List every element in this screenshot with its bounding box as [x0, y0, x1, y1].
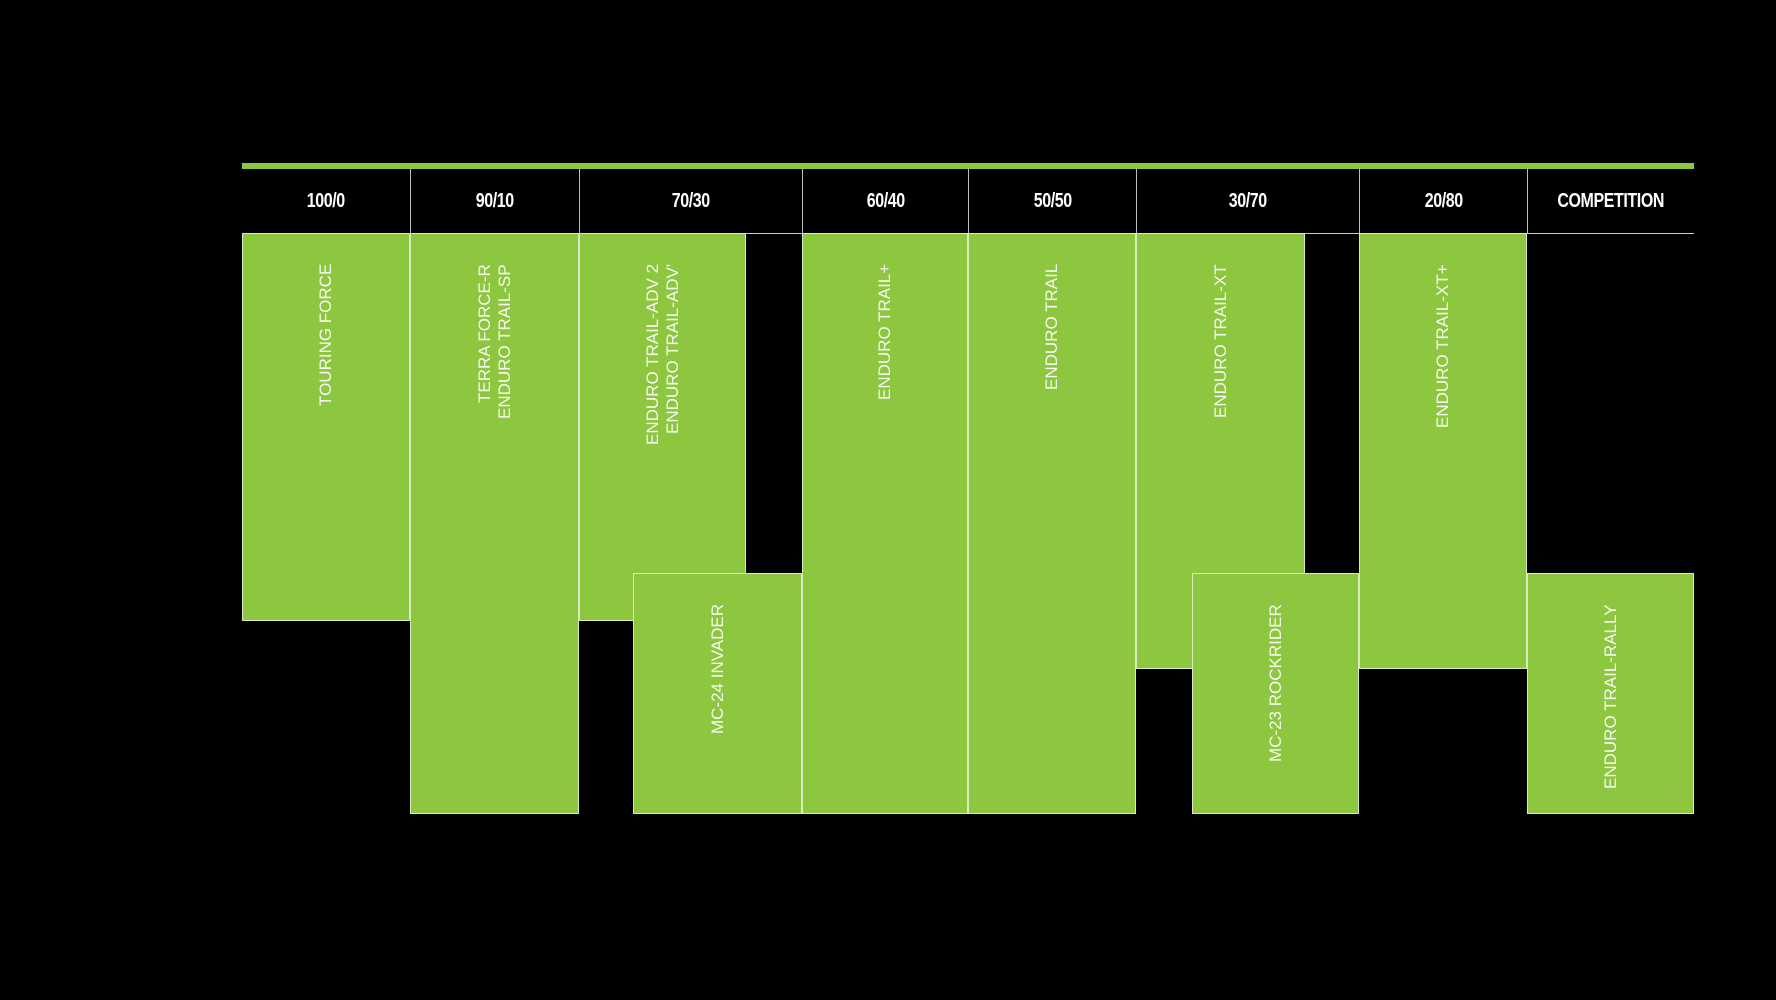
tire-name: MC-24 INVADER — [707, 604, 727, 735]
tire-name: ENDURO TRAIL-ADV 2 ENDURO TRAIL-ADV' — [642, 264, 682, 446]
column-header-label: 100/0 — [306, 189, 346, 212]
tire-name: TERRA FORCE-R ENDURO TRAIL-SP — [474, 264, 514, 419]
column-header-label: COMPETITION — [1557, 189, 1665, 212]
tire-name: ENDURO TRAIL-RALLY — [1600, 604, 1620, 789]
tire-block: ENDURO TRAIL-XT+ — [1359, 233, 1527, 669]
tire-name: TOURING FORCE — [316, 264, 335, 407]
tire-name: ENDURO TRAIL+ — [875, 264, 894, 401]
header-divider — [1527, 233, 1694, 234]
tire-name: ENDURO TRAIL — [1042, 264, 1061, 391]
column-header: 60/40 — [802, 169, 968, 233]
tire-block: ENDURO TRAIL-ADV 2 ENDURO TRAIL-ADV' — [579, 233, 746, 621]
column-header-label: 60/40 — [866, 189, 905, 212]
column-header-label: 30/70 — [1228, 189, 1268, 212]
column-header: 100/0 — [242, 169, 410, 233]
column-header: 50/50 — [968, 169, 1136, 233]
header-divider — [746, 233, 802, 234]
header-divider — [1305, 233, 1359, 234]
column-header-label: 70/30 — [671, 189, 711, 212]
tire-block: MC-24 INVADER — [633, 573, 802, 814]
column-header-label: 90/10 — [475, 189, 515, 212]
tire-name: ENDURO TRAIL-XT+ — [1433, 264, 1452, 428]
column-header: COMPETITION — [1527, 169, 1694, 233]
column-header: 20/80 — [1359, 169, 1527, 233]
column-header-label: 20/80 — [1424, 189, 1463, 212]
tire-block: MC-23 ROCKRIDER — [1192, 573, 1359, 814]
column-header: 90/10 — [410, 169, 579, 233]
tire-block: ENDURO TRAIL-RALLY — [1527, 573, 1694, 814]
tire-block: ENDURO TRAIL+ — [802, 233, 968, 814]
tire-block: TOURING FORCE — [242, 233, 410, 621]
tire-block: ENDURO TRAIL — [968, 233, 1136, 814]
column-header-label: 50/50 — [1033, 189, 1072, 212]
tire-block: TERRA FORCE-R ENDURO TRAIL-SP — [410, 233, 579, 814]
top-accent-line — [242, 163, 1694, 169]
tire-name: MC-23 ROCKRIDER — [1265, 604, 1285, 762]
column-header: 30/70 — [1136, 169, 1359, 233]
column-header: 70/30 — [579, 169, 802, 233]
